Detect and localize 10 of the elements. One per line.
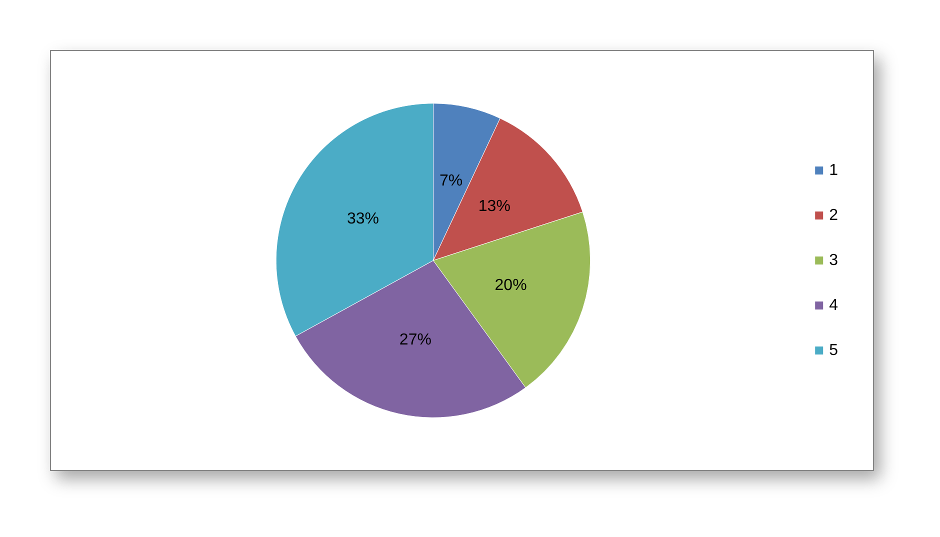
legend-label: 3 xyxy=(829,252,838,269)
legend-label: 4 xyxy=(829,297,838,314)
legend-label: 2 xyxy=(829,207,838,224)
legend-label: 5 xyxy=(829,342,838,359)
data-label: 13% xyxy=(478,198,510,216)
data-label: 20% xyxy=(494,277,527,294)
legend-label: 1 xyxy=(829,162,838,179)
data-label: 7% xyxy=(439,172,463,190)
data-label: 27% xyxy=(399,332,432,349)
data-label: 33% xyxy=(347,210,380,228)
